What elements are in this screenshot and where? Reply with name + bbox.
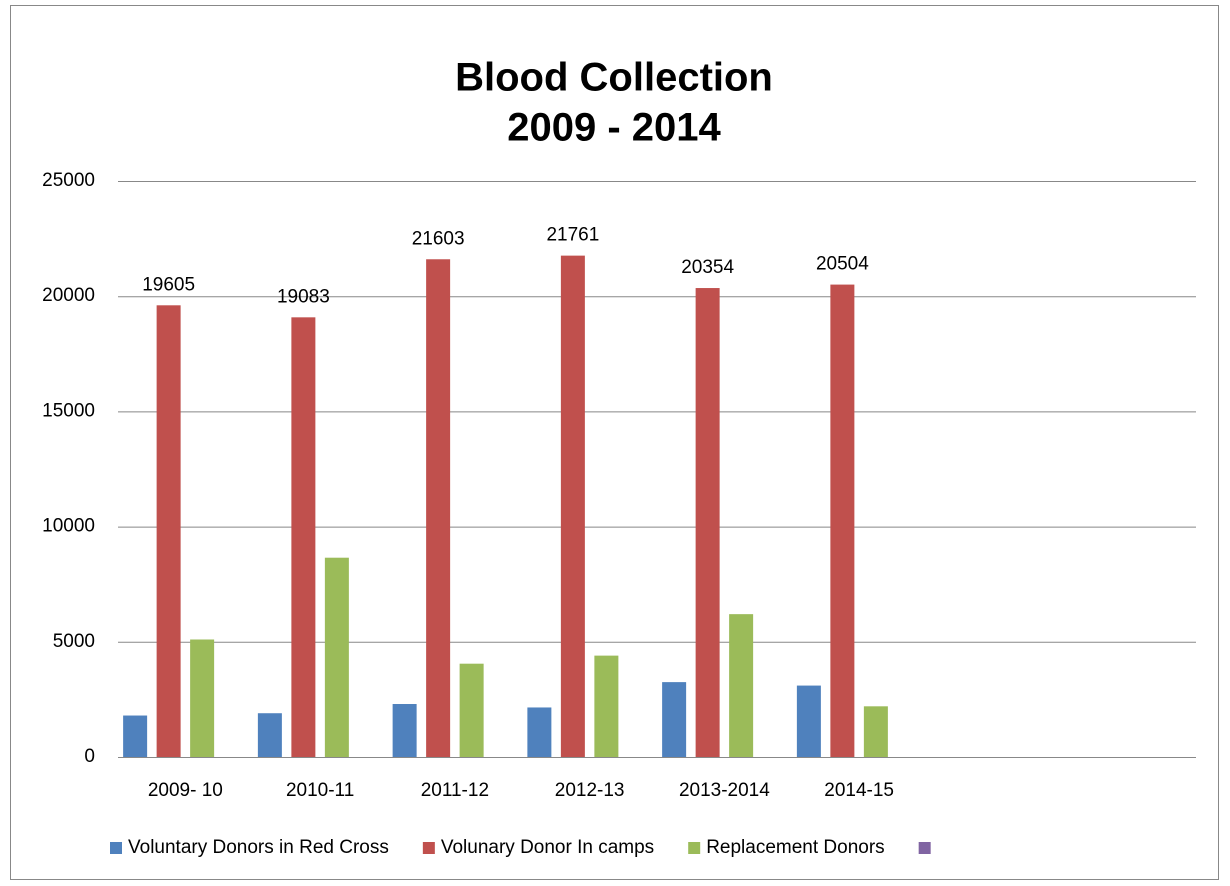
bar <box>729 614 754 757</box>
bar <box>527 707 552 757</box>
bar <box>560 255 585 757</box>
legend-swatch <box>110 842 122 854</box>
bar <box>662 682 687 757</box>
bar <box>291 317 316 757</box>
legend-label: Volunary Donor In camps <box>441 837 654 858</box>
legend-label: Replacement Donors <box>706 837 884 858</box>
bar <box>392 704 417 757</box>
data-label: 20354 <box>681 257 734 278</box>
bar <box>324 557 349 757</box>
x-tick-label: 2009- 10 <box>148 780 223 801</box>
data-label: 20504 <box>816 254 869 275</box>
x-tick-label: 2010-11 <box>286 780 354 801</box>
x-tick-label: 2012-13 <box>555 780 625 801</box>
bar <box>459 663 484 757</box>
data-label: 21603 <box>412 228 465 249</box>
bar <box>796 685 821 757</box>
y-tick-label: 15000 <box>42 400 95 421</box>
bar <box>123 715 148 757</box>
legend-swatch <box>688 842 701 854</box>
chart-title: 2009 - 2014 <box>507 106 721 150</box>
y-tick-label: 0 <box>84 746 95 767</box>
y-tick-label: 20000 <box>42 285 95 306</box>
y-tick-label: 5000 <box>53 631 95 652</box>
x-tick-label: 2014-15 <box>824 780 894 801</box>
bar <box>830 284 855 757</box>
legend-swatch <box>422 842 435 854</box>
y-tick-label: 10000 <box>42 516 95 537</box>
x-tick-label: 2013-2014 <box>679 780 770 801</box>
bar <box>156 305 181 757</box>
bar <box>594 655 619 757</box>
data-label: 21761 <box>546 225 599 246</box>
chart-title: Blood Collection <box>455 56 773 100</box>
y-tick-label: 25000 <box>42 170 95 191</box>
data-label: 19605 <box>142 274 195 295</box>
bar <box>190 639 215 757</box>
legend-label: Voluntary Donors in Red Cross <box>128 837 389 858</box>
data-label: 19083 <box>277 286 330 307</box>
x-tick-label: 2011-12 <box>421 780 489 801</box>
bar <box>426 259 451 757</box>
bar <box>695 288 720 757</box>
bar <box>863 706 888 757</box>
legend-swatch <box>918 842 931 854</box>
bar <box>257 713 282 757</box>
